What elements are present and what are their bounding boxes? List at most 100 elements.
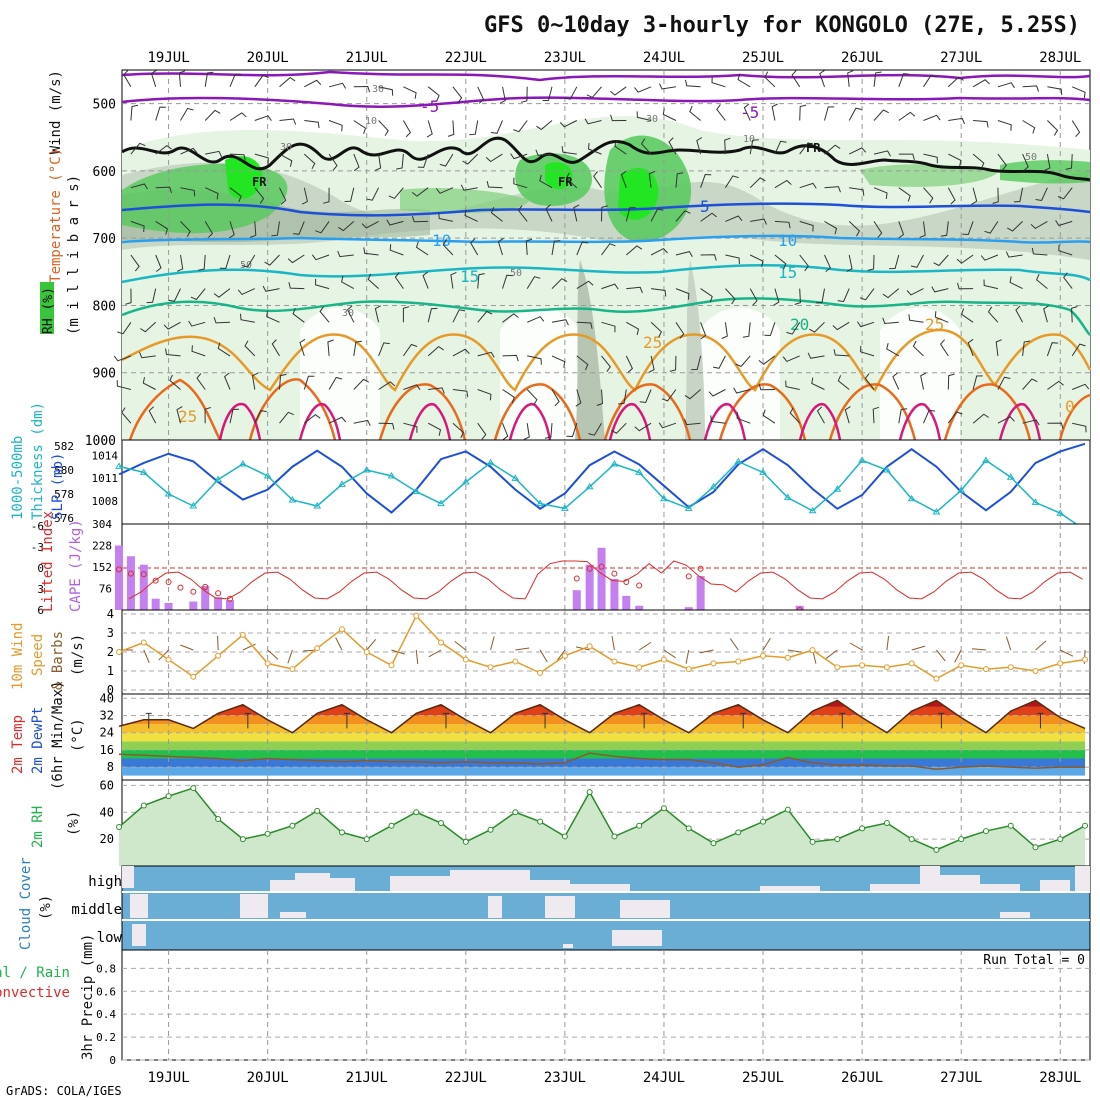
wind-barb <box>561 146 577 155</box>
pressure-tick: 700 <box>93 232 116 247</box>
thickness-tick: 582 <box>54 440 74 453</box>
wind-barb <box>403 384 421 390</box>
thickness-marker <box>387 472 396 479</box>
wind-barb <box>794 288 801 305</box>
rh-marker <box>537 818 544 825</box>
cape-bar <box>115 545 124 610</box>
wind-barb <box>566 423 578 438</box>
wind-barb <box>502 423 509 441</box>
thickness-marker <box>1006 473 1015 480</box>
wind-barb <box>353 153 360 172</box>
wind-barb <box>292 308 305 323</box>
wind-barb <box>293 221 305 235</box>
rh-marker <box>264 830 271 837</box>
wind-barb <box>271 221 280 237</box>
rh-label: 50 <box>510 268 522 279</box>
wind10m-barb <box>849 642 863 651</box>
thickness-marker <box>808 506 817 514</box>
wind-barb <box>378 86 394 96</box>
wind-barb <box>288 282 305 290</box>
wind-barb <box>464 209 478 222</box>
rh-marker <box>388 822 395 829</box>
wind-barb <box>386 219 404 226</box>
wind-barb <box>415 241 429 256</box>
wind-barb <box>130 183 148 190</box>
rh-dry-cell <box>500 307 580 440</box>
iso-label: 20 <box>790 315 809 334</box>
rh2m-panel: 60 40 20 <box>100 778 1091 867</box>
wind-barb <box>650 321 663 338</box>
wind-barb <box>774 254 787 270</box>
cape-bar <box>585 564 594 610</box>
wind-barb <box>859 288 875 301</box>
wind-barb <box>155 144 172 155</box>
li-marker <box>140 571 147 578</box>
wind-barb <box>123 70 132 88</box>
wind-barb <box>785 380 800 390</box>
wind-barb <box>809 321 825 333</box>
wind-barb <box>940 221 949 237</box>
wind-barb <box>299 338 306 357</box>
wind-barb <box>490 207 503 222</box>
wind-barb <box>743 103 751 121</box>
wind-barb <box>816 406 825 424</box>
wind-barb <box>1058 244 1073 256</box>
wind10m-marker <box>958 662 965 669</box>
rh-marker <box>338 829 345 836</box>
wind-barb <box>403 422 418 433</box>
wind-tick: 0 <box>107 683 114 697</box>
rh-marker <box>710 840 717 847</box>
wind-barb <box>992 187 999 204</box>
wind-barb <box>762 409 776 424</box>
thickness-marker <box>610 460 619 467</box>
wind-barb <box>279 118 297 125</box>
wind-barb <box>764 71 776 88</box>
rh-shading <box>122 116 1090 440</box>
wind-barb <box>799 254 809 272</box>
li-tick: 3 <box>37 583 44 596</box>
wind-barb <box>601 283 619 290</box>
precip-conv-label: Convective <box>0 985 70 1001</box>
thickness-marker <box>313 502 322 509</box>
wind-barb <box>807 352 825 359</box>
bottom-date-label: 19JUL <box>147 1070 189 1086</box>
temp2m-panel: 40 32 24 16 8 <box>100 691 1091 781</box>
li-marker <box>685 573 692 580</box>
run-total: Run Total = 0 <box>983 953 1085 968</box>
panel-labels: Wind (m/s) Temperature (°C) RH (%) (m i … <box>0 70 96 1060</box>
wind-barb <box>625 245 643 256</box>
li-marker <box>573 575 580 582</box>
wind-barb <box>725 288 736 305</box>
wind10m-marker <box>1007 664 1014 671</box>
pressure-tick: 1000 <box>85 434 116 449</box>
wind-barb <box>497 237 504 256</box>
wind-barb <box>575 389 582 407</box>
bottom-date-label: 26JUL <box>841 1070 883 1086</box>
wind-barb <box>824 186 841 193</box>
rh-label: 30 <box>280 142 292 153</box>
li-tick: 0 <box>37 562 44 575</box>
wind-barb <box>223 372 231 390</box>
wind-barb <box>640 138 652 155</box>
wind-barb <box>689 105 701 121</box>
wind-barb <box>749 288 758 306</box>
wind-barb <box>573 204 580 222</box>
wind-barb <box>1013 187 1024 203</box>
wind-barb <box>691 355 702 371</box>
wind10m-barb <box>954 649 962 663</box>
wind10m-barb <box>685 649 690 664</box>
wind-barb <box>588 422 602 436</box>
wind-barb <box>551 278 568 289</box>
wind-barb <box>378 422 395 430</box>
wind-barb <box>923 114 941 121</box>
wind-barb <box>303 375 315 390</box>
wind-barb <box>374 154 382 171</box>
wind-barb <box>957 282 974 290</box>
wind-barb <box>1015 305 1024 323</box>
wind-tick: 1 <box>107 664 114 678</box>
wind-barb <box>837 288 850 303</box>
rh-marker <box>859 825 866 832</box>
wind10m-barb <box>490 636 495 651</box>
wind-barb <box>1030 220 1048 230</box>
wind-barb <box>1071 306 1078 323</box>
